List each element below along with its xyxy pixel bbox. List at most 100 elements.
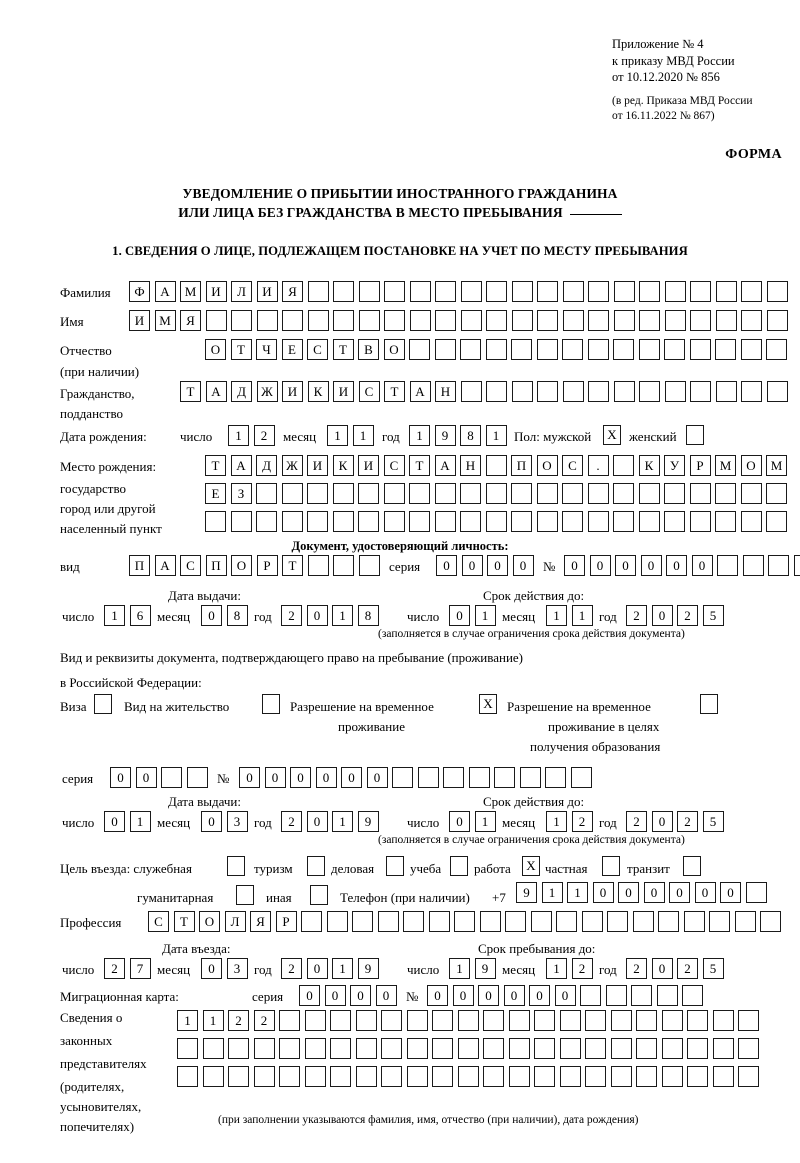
cell[interactable]: М: [715, 455, 736, 476]
cell[interactable]: .: [587, 455, 609, 476]
cell[interactable]: [432, 1010, 453, 1031]
purpose-work-checkbox[interactable]: X: [522, 856, 540, 876]
cell[interactable]: [585, 1038, 606, 1059]
cell[interactable]: [610, 1010, 632, 1031]
cell[interactable]: 0: [651, 958, 673, 979]
cell[interactable]: [740, 339, 762, 360]
cell[interactable]: [409, 310, 431, 331]
cell[interactable]: 1: [474, 811, 496, 832]
cell[interactable]: [536, 339, 558, 360]
visa-checkbox[interactable]: [94, 694, 112, 714]
cell[interactable]: [435, 310, 456, 331]
cell[interactable]: [766, 483, 787, 504]
cell[interactable]: [485, 339, 507, 360]
cell[interactable]: [483, 1010, 504, 1031]
cell[interactable]: [562, 381, 584, 402]
cell[interactable]: [406, 1038, 428, 1059]
cell[interactable]: Н: [435, 381, 456, 402]
cell[interactable]: 7: [129, 958, 151, 979]
cell[interactable]: 1: [352, 425, 374, 446]
cell[interactable]: 1: [546, 958, 567, 979]
cell[interactable]: [486, 381, 507, 402]
cell[interactable]: Я: [282, 281, 303, 302]
cell[interactable]: [432, 1038, 453, 1059]
cell[interactable]: [256, 511, 277, 532]
cell[interactable]: [766, 281, 788, 302]
cell[interactable]: 0: [239, 767, 260, 788]
cell[interactable]: [738, 1010, 759, 1031]
cell[interactable]: 2: [626, 605, 647, 626]
cell[interactable]: [587, 339, 609, 360]
cell[interactable]: 8: [460, 425, 481, 446]
cell[interactable]: [639, 281, 660, 302]
cell[interactable]: [690, 310, 711, 331]
cell[interactable]: [511, 281, 533, 302]
cell[interactable]: [307, 511, 328, 532]
cell[interactable]: 0: [306, 958, 328, 979]
cell[interactable]: [355, 1038, 377, 1059]
cell[interactable]: [333, 281, 354, 302]
cell[interactable]: [709, 911, 730, 932]
cell[interactable]: [434, 339, 456, 360]
cell[interactable]: [256, 483, 277, 504]
cell[interactable]: 0: [564, 555, 585, 576]
cell[interactable]: 1: [202, 1010, 224, 1031]
cell[interactable]: [406, 1066, 428, 1087]
cell[interactable]: [534, 1066, 555, 1087]
cell[interactable]: [664, 483, 685, 504]
cell[interactable]: 0: [201, 958, 222, 979]
cell[interactable]: Т: [332, 339, 354, 360]
cell[interactable]: [511, 483, 532, 504]
purpose-business-checkbox[interactable]: [386, 856, 404, 876]
cell[interactable]: И: [129, 310, 150, 331]
cell[interactable]: [253, 1066, 275, 1087]
cell[interactable]: [664, 511, 685, 532]
cell[interactable]: [253, 1038, 275, 1059]
temp-permit-checkbox[interactable]: X: [479, 694, 497, 714]
cell[interactable]: 0: [651, 605, 673, 626]
cell[interactable]: 9: [516, 882, 537, 903]
cell[interactable]: 1: [546, 811, 567, 832]
cell[interactable]: [177, 1066, 198, 1087]
cell[interactable]: [352, 911, 373, 932]
cell[interactable]: [689, 339, 711, 360]
cell[interactable]: И: [358, 455, 379, 476]
cell[interactable]: [231, 310, 252, 331]
cell[interactable]: [556, 911, 577, 932]
cell[interactable]: [355, 1010, 377, 1031]
cell[interactable]: [745, 882, 767, 903]
cell[interactable]: 5: [702, 811, 724, 832]
cell[interactable]: [664, 339, 685, 360]
cell[interactable]: 0: [324, 985, 346, 1006]
cell[interactable]: 0: [306, 811, 328, 832]
cell[interactable]: [687, 1010, 708, 1031]
purpose-tourism-checkbox[interactable]: [307, 856, 325, 876]
cell[interactable]: 0: [350, 985, 371, 1006]
cell[interactable]: [613, 455, 634, 476]
cell[interactable]: 1: [485, 425, 507, 446]
cell[interactable]: 5: [702, 605, 724, 626]
cell[interactable]: [417, 767, 439, 788]
cell[interactable]: [534, 1010, 555, 1031]
cell[interactable]: О: [536, 455, 558, 476]
cell[interactable]: 0: [503, 985, 525, 1006]
cell[interactable]: 0: [315, 767, 337, 788]
cell[interactable]: С: [358, 381, 380, 402]
cell[interactable]: Р: [689, 455, 711, 476]
cell[interactable]: С: [383, 455, 405, 476]
cell[interactable]: 0: [449, 811, 470, 832]
purpose-service-checkbox[interactable]: [227, 856, 245, 876]
cell[interactable]: 0: [135, 767, 157, 788]
cell[interactable]: [330, 1010, 351, 1031]
cell[interactable]: [588, 281, 609, 302]
cell[interactable]: [301, 911, 322, 932]
cell[interactable]: [741, 310, 762, 331]
